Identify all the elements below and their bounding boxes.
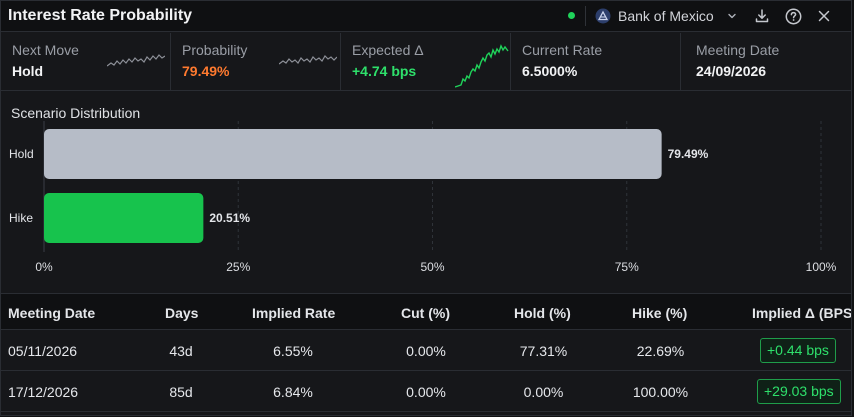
cell-implied-rate: 6.55%	[273, 343, 313, 359]
cell-meeting-date: 17/12/2026	[8, 384, 79, 400]
implied-delta-badge: +29.03 bps	[757, 379, 841, 404]
kpi-meeting-date: Meeting Date 24/09/2026	[681, 33, 851, 91]
col-cut[interactable]: Cut (%)	[401, 305, 450, 321]
bar-hike	[44, 193, 204, 243]
data-label: 79.49%	[668, 147, 709, 161]
sparkline	[455, 44, 509, 88]
chevron-down-icon	[728, 13, 736, 19]
cell-hold: 77.31%	[519, 343, 568, 359]
kpi-next-move: Next Move Hold	[1, 33, 171, 91]
kpi-label: Current Rate	[522, 42, 603, 58]
col-days[interactable]: Days	[165, 305, 199, 321]
kpi-label: Meeting Date	[696, 42, 780, 58]
cell-implied-rate: 6.84%	[273, 384, 313, 400]
title-bar: Interest Rate Probability Bank of Mexico	[1, 1, 851, 32]
sparkline	[107, 54, 165, 67]
category-label: Hold	[9, 147, 34, 161]
table-row[interactable]: 17/12/2026 85d 6.84% 0.00% 0.00% 100.00%…	[1, 372, 851, 412]
chart-title: Scenario Distribution	[11, 105, 141, 121]
x-tick-label: 75%	[615, 260, 639, 274]
kpi-expected-delta: Expected Δ +4.74 bps	[341, 33, 511, 91]
kpi-value: Hold	[12, 63, 44, 79]
col-implied-delta[interactable]: Implied Δ (BPS	[752, 305, 852, 321]
x-tick-label: 0%	[35, 260, 53, 274]
cell-cut: 0.00%	[406, 343, 446, 359]
divider	[585, 6, 586, 26]
col-meeting-date[interactable]: Meeting Date	[8, 305, 96, 321]
cell-days: 85d	[169, 384, 193, 400]
cell-hike: 22.69%	[636, 343, 685, 359]
download-icon[interactable]	[753, 7, 771, 25]
kpi-label: Expected Δ	[352, 42, 424, 58]
implied-delta-badge: +0.44 bps	[760, 338, 836, 363]
table-row[interactable]: 05/11/2026 43d 6.55% 0.00% 77.31% 22.69%…	[1, 331, 851, 371]
kpi-value: 79.49%	[182, 63, 230, 79]
kpi-current-rate: Current Rate 6.5000%	[511, 33, 681, 91]
kpi-probability: Probability 79.49%	[171, 33, 341, 91]
x-tick-label: 50%	[420, 260, 444, 274]
bar-hold	[44, 129, 662, 179]
cell-hike: 100.00%	[632, 384, 689, 400]
scenario-distribution-chart: Hold 79.49% Hike 20.51% 0% 25% 50% 75% 100%	[1, 121, 851, 283]
bank-icon	[595, 8, 611, 24]
x-tick-label: 100%	[806, 260, 837, 274]
help-icon[interactable]	[784, 7, 802, 25]
cell-hold: 0.00%	[523, 384, 564, 400]
col-implied-rate[interactable]: Implied Rate	[252, 305, 336, 321]
table-header: Meeting Date Days Implied Rate Cut (%) H…	[1, 293, 852, 330]
kpi-value: 6.5000%	[522, 63, 578, 79]
cell-days: 43d	[169, 343, 193, 359]
col-hike[interactable]: Hike (%)	[632, 305, 688, 321]
close-icon[interactable]	[815, 7, 833, 25]
widget-title: Interest Rate Probability	[8, 7, 193, 24]
x-tick-label: 25%	[226, 260, 250, 274]
bank-selector-label: Bank of Mexico	[618, 8, 714, 24]
live-status-indicator	[568, 12, 575, 19]
kpi-label: Probability	[182, 42, 248, 58]
category-label: Hike	[9, 211, 33, 225]
bar-chart: Hold 79.49% Hike 20.51% 0% 25% 50% 75% 100%	[9, 121, 837, 274]
data-label: 20.51%	[209, 211, 250, 225]
cell-cut: 0.00%	[406, 384, 446, 400]
col-hold[interactable]: Hold (%)	[514, 305, 571, 321]
kpi-label: Next Move	[12, 42, 79, 58]
kpi-strip: Next Move Hold Probability 79.49% Expect…	[1, 33, 851, 91]
cell-meeting-date: 05/11/2026	[8, 343, 78, 359]
sparkline	[279, 55, 337, 65]
kpi-value: +4.74 bps	[352, 63, 417, 79]
kpi-value: 24/09/2026	[696, 63, 767, 79]
central-bank-selector[interactable]: Bank of Mexico	[591, 4, 747, 28]
